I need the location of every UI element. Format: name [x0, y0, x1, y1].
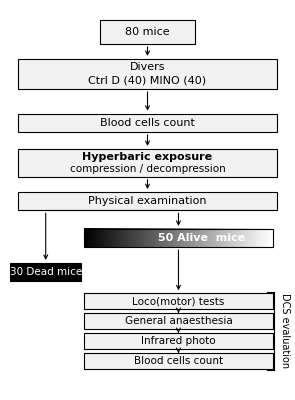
Bar	[18, 114, 277, 132]
Text: Blood cells count: Blood cells count	[100, 118, 195, 128]
Text: 80 mice: 80 mice	[125, 27, 170, 37]
Bar	[84, 333, 273, 349]
Bar	[18, 149, 277, 177]
Bar	[10, 263, 81, 281]
Text: Hyperbaric exposure: Hyperbaric exposure	[82, 152, 213, 162]
Text: compression / decompression: compression / decompression	[70, 164, 225, 174]
Bar	[84, 293, 273, 309]
Bar	[84, 229, 273, 247]
Text: General anaesthesia: General anaesthesia	[124, 316, 232, 326]
Text: DCS evaluation: DCS evaluation	[280, 294, 290, 368]
Bar	[84, 313, 273, 329]
Text: Physical examination: Physical examination	[88, 196, 207, 206]
Bar	[18, 192, 277, 210]
Bar	[84, 353, 273, 369]
Text: Blood cells count: Blood cells count	[134, 356, 223, 366]
Text: Loco(motor) tests: Loco(motor) tests	[132, 296, 225, 306]
Text: Infrared photo: Infrared photo	[141, 336, 216, 346]
Text: Divers: Divers	[130, 62, 165, 72]
Bar	[18, 59, 277, 89]
Text: 50 Alive  mice: 50 Alive mice	[158, 233, 245, 243]
Text: 30 Dead mice: 30 Dead mice	[10, 267, 82, 277]
Bar	[100, 20, 195, 44]
Text: Ctrl D (40) MINO (40): Ctrl D (40) MINO (40)	[88, 76, 206, 86]
